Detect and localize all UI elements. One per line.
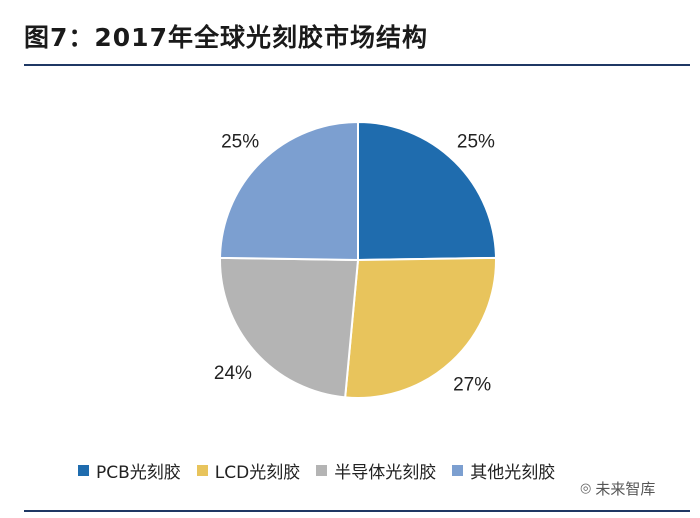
bottom-divider (24, 510, 690, 512)
pie-slice-pcb (357, 120, 497, 262)
legend-item-other: 其他光刻胶 (452, 458, 555, 483)
legend-label-semiconductor: 半导体光刻胶 (334, 463, 437, 483)
chart-legend: PCB光刻胶 LCD光刻胶 半导体光刻胶 其他光刻胶 (78, 458, 571, 483)
watermark: ◎ 未来智库 (580, 478, 655, 499)
pie-label-semiconductor: 24% (214, 363, 252, 384)
wechat-icon: ◎ (580, 481, 592, 496)
legend-item-lcd: LCD光刻胶 (196, 458, 301, 483)
pie-slice-semiconductor (219, 256, 360, 399)
watermark-text: 未来智库 (595, 480, 656, 498)
legend-swatch-lcd (196, 465, 208, 476)
legend-label-lcd: LCD光刻胶 (214, 463, 301, 483)
legend-swatch-other (452, 465, 464, 476)
pie-label-other: 25% (221, 131, 259, 152)
legend-label-pcb: PCB光刻胶 (96, 463, 181, 483)
legend-item-semiconductor: 半导体光刻胶 (316, 458, 436, 483)
legend-label-other: 其他光刻胶 (470, 463, 556, 483)
legend-swatch-semiconductor (316, 465, 328, 476)
pie-slice-lcd (344, 256, 497, 399)
chart-title: 图7：2017年全球光刻胶市场结构 (24, 23, 428, 52)
pie-label-pcb: 25% (457, 131, 495, 152)
pie-slice-other (219, 120, 359, 262)
legend-item-pcb: PCB光刻胶 (78, 458, 181, 483)
legend-swatch-pcb (78, 465, 89, 476)
title-divider (24, 64, 690, 66)
pie-label-lcd: 27% (453, 374, 491, 395)
